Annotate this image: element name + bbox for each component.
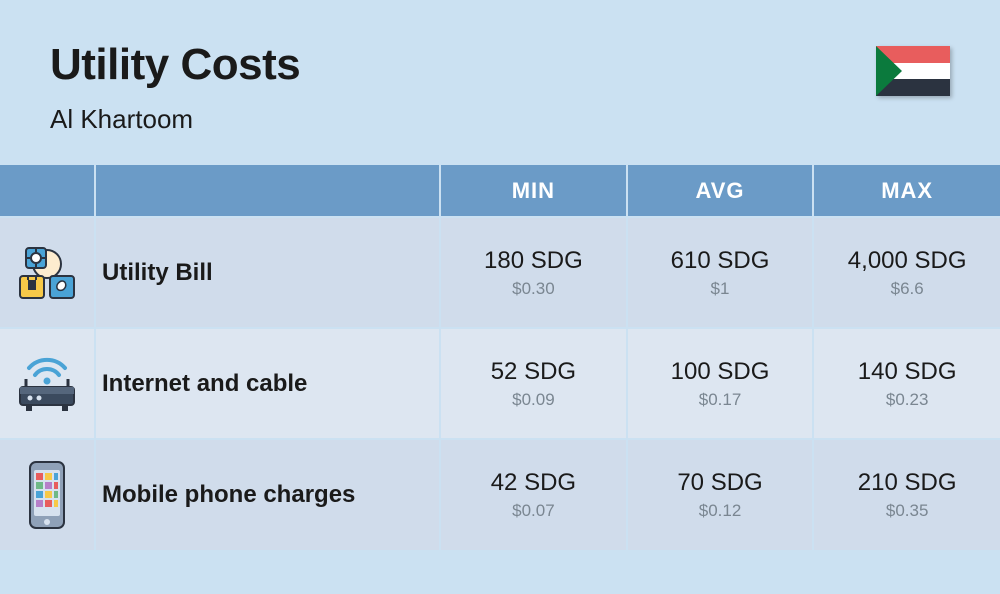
table-row: Mobile phone charges 42 SDG $0.07 70 SDG… [0, 439, 1000, 550]
val-secondary: $6.6 [814, 279, 1000, 299]
flag-icon [876, 46, 950, 96]
row-label: Utility Bill [95, 217, 440, 328]
val-secondary: $0.17 [628, 390, 813, 410]
cell-max: 210 SDG $0.35 [813, 439, 1000, 550]
cell-min: 42 SDG $0.07 [440, 439, 627, 550]
page-subtitle: Al Khartoom [50, 104, 300, 135]
costs-table: MIN AVG MAX Utility Bill [0, 165, 1000, 550]
utility-icon [0, 217, 95, 328]
cell-min: 180 SDG $0.30 [440, 217, 627, 328]
val-primary: 4,000 SDG [814, 247, 1000, 275]
cell-avg: 610 SDG $1 [627, 217, 814, 328]
val-secondary: $1 [628, 279, 813, 299]
col-max: MAX [813, 165, 1000, 217]
col-label [95, 165, 440, 217]
col-icon [0, 165, 95, 217]
val-primary: 140 SDG [814, 358, 1000, 386]
table-row: Utility Bill 180 SDG $0.30 610 SDG $1 4,… [0, 217, 1000, 328]
row-label: Internet and cable [95, 328, 440, 439]
col-avg: AVG [627, 165, 814, 217]
cell-max: 140 SDG $0.23 [813, 328, 1000, 439]
val-secondary: $0.30 [441, 279, 626, 299]
val-secondary: $0.23 [814, 390, 1000, 410]
col-min: MIN [440, 165, 627, 217]
table-row: Internet and cable 52 SDG $0.09 100 SDG … [0, 328, 1000, 439]
val-primary: 180 SDG [441, 247, 626, 275]
router-icon [0, 328, 95, 439]
row-label: Mobile phone charges [95, 439, 440, 550]
phone-icon [0, 439, 95, 550]
val-primary: 42 SDG [441, 469, 626, 497]
val-secondary: $0.07 [441, 501, 626, 521]
val-primary: 70 SDG [628, 469, 813, 497]
val-primary: 100 SDG [628, 358, 813, 386]
header: Utility Costs Al Khartoom [0, 0, 1000, 165]
val-secondary: $0.12 [628, 501, 813, 521]
val-primary: 52 SDG [441, 358, 626, 386]
cell-avg: 100 SDG $0.17 [627, 328, 814, 439]
cell-avg: 70 SDG $0.12 [627, 439, 814, 550]
val-primary: 210 SDG [814, 469, 1000, 497]
title-block: Utility Costs Al Khartoom [50, 40, 300, 135]
val-secondary: $0.35 [814, 501, 1000, 521]
val-secondary: $0.09 [441, 390, 626, 410]
cell-min: 52 SDG $0.09 [440, 328, 627, 439]
page-title: Utility Costs [50, 40, 300, 90]
cell-max: 4,000 SDG $6.6 [813, 217, 1000, 328]
table-header-row: MIN AVG MAX [0, 165, 1000, 217]
val-primary: 610 SDG [628, 247, 813, 275]
